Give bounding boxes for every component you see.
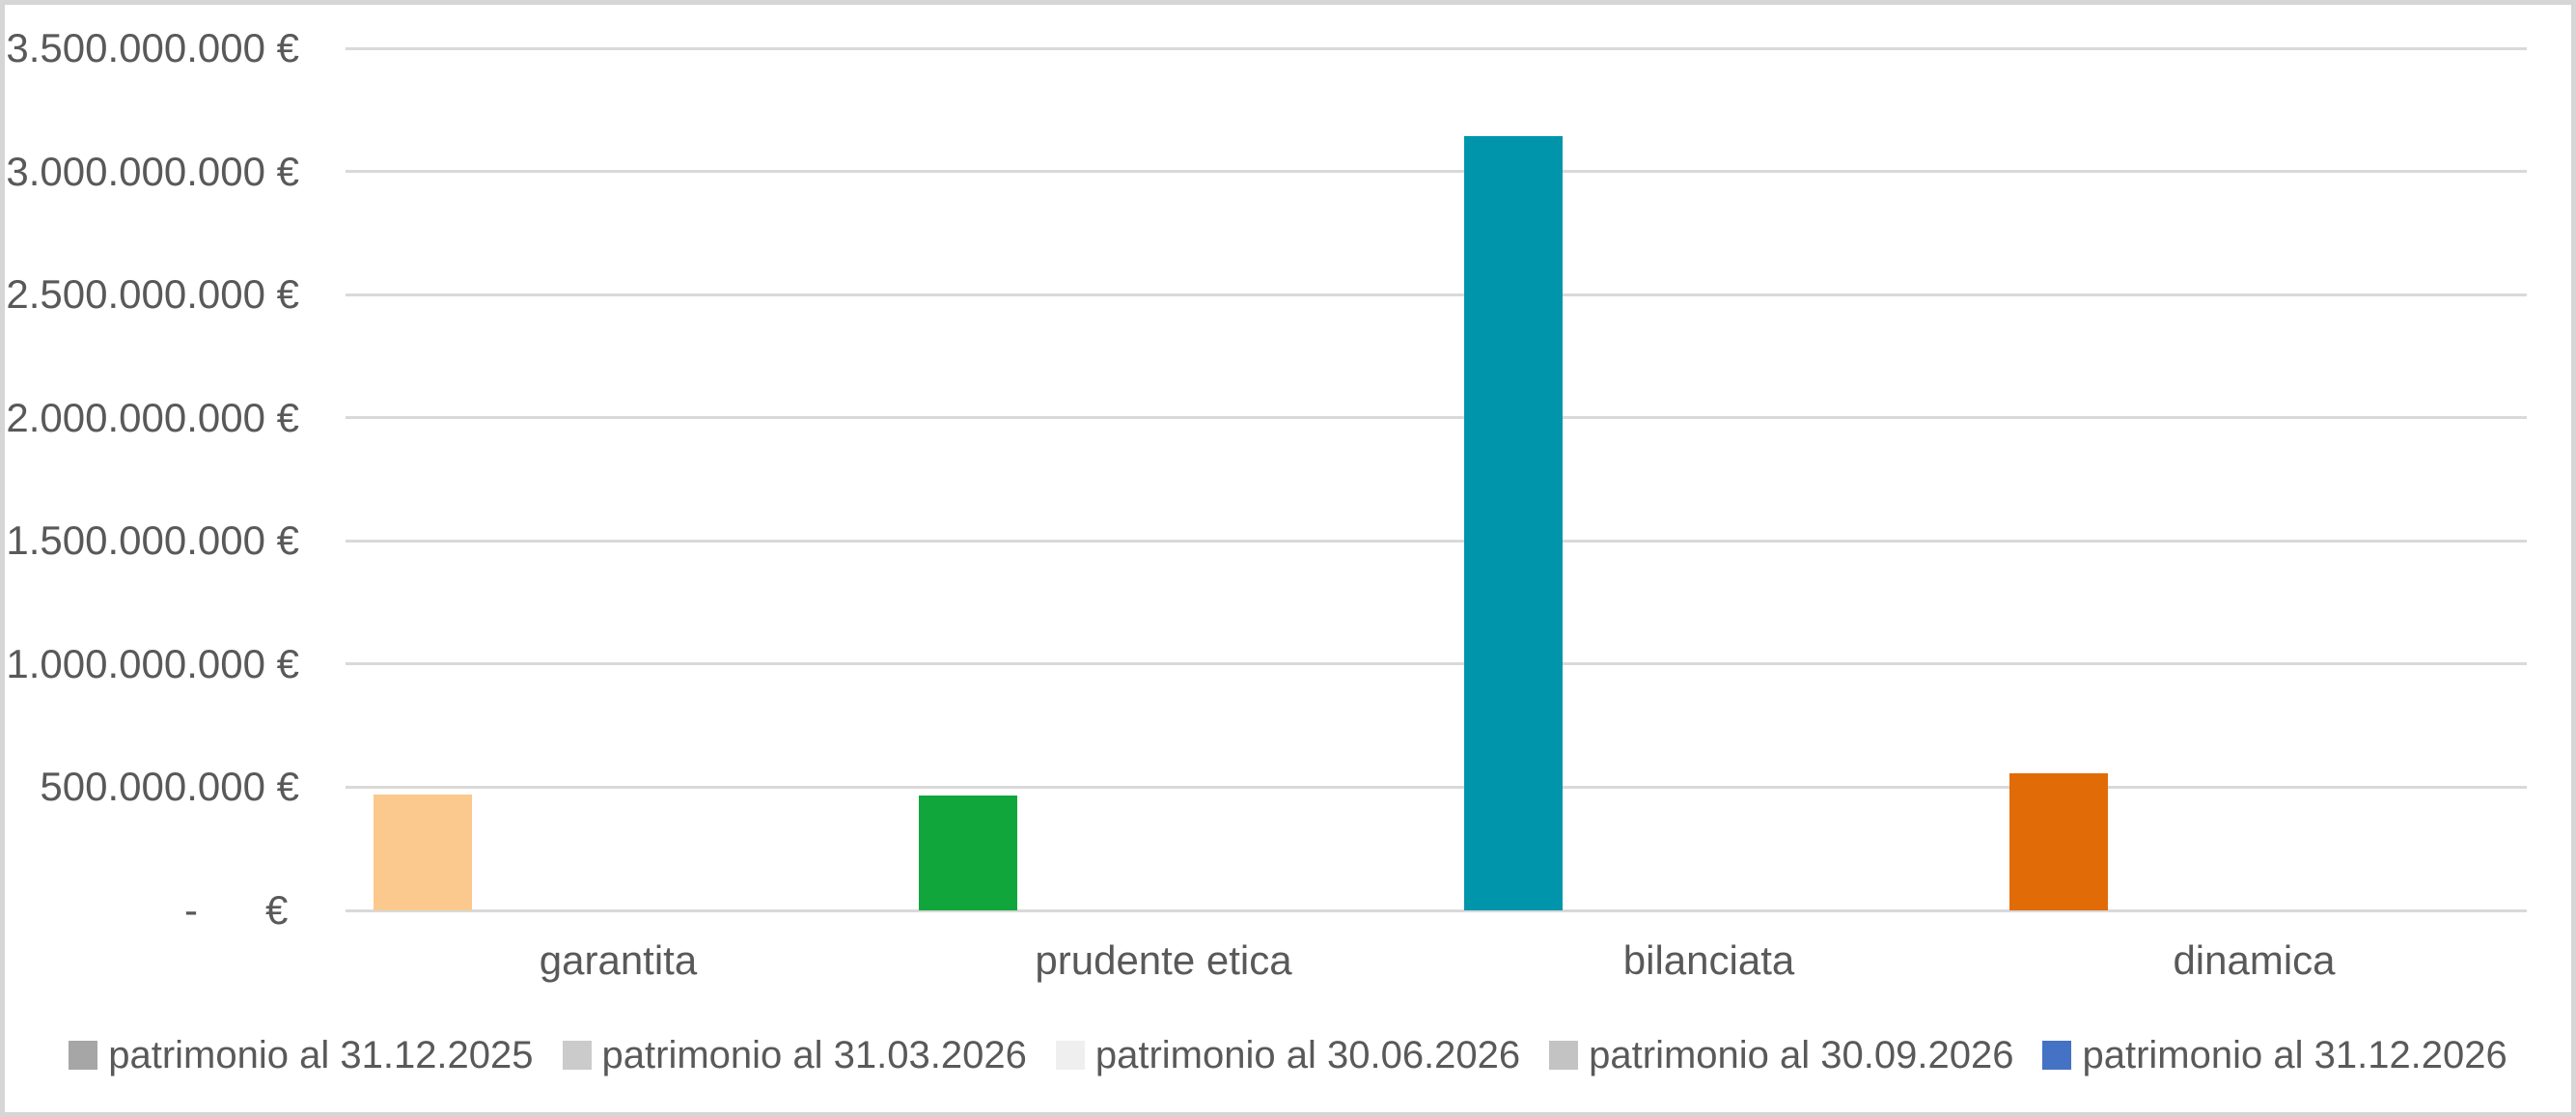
legend-item[interactable]: patrimonio al 31.03.2026: [562, 1033, 1027, 1077]
x-axis-category-label: garantita: [539, 937, 698, 983]
legend-marker-icon: [2042, 1041, 2072, 1070]
gridline: [346, 170, 2527, 174]
gridline: [346, 46, 2527, 50]
legend-marker-icon: [1055, 1041, 1085, 1070]
legend-item[interactable]: patrimonio al 30.09.2026: [1549, 1034, 2013, 1077]
legend-label: patrimonio al 31.12.2025: [108, 1033, 534, 1076]
x-axis-category-label: prudente etica: [1035, 937, 1292, 983]
legend-label: patrimonio al 30.09.2026: [1589, 1033, 2014, 1076]
bar-dinamica[interactable]: [2009, 773, 2108, 910]
legend-item[interactable]: patrimonio al 31.12.2026: [2042, 1034, 2507, 1077]
bar-garantita[interactable]: [374, 795, 472, 910]
gridline: [346, 416, 2527, 420]
legend-item[interactable]: patrimonio al 31.12.2025: [69, 1033, 534, 1077]
y-axis-tick-label: 1.500.000.000 €: [6, 517, 299, 564]
legend-marker-icon: [562, 1041, 592, 1070]
gridline: [346, 539, 2527, 543]
gridline: [346, 293, 2527, 296]
legend-label: patrimonio al 30.06.2026: [1094, 1033, 1521, 1076]
legend-label: patrimonio al 31.03.2026: [601, 1033, 1027, 1076]
x-axis-category-label: dinamica: [2173, 937, 2336, 983]
legend-label: patrimonio al 31.12.2026: [2082, 1033, 2507, 1076]
y-axis-tick-label: 3.500.000.000 €: [6, 24, 299, 70]
y-axis-tick-label: 3.000.000.000 €: [6, 148, 299, 194]
plot-area: [346, 46, 2527, 912]
y-axis-tick-label: 500.000.000 €: [40, 764, 299, 810]
baseline-gridline: [346, 908, 2527, 912]
bar-bilanciata[interactable]: [1464, 135, 1563, 910]
gridline: [346, 662, 2527, 666]
y-axis-tick-label: - €: [183, 886, 299, 933]
legend-item[interactable]: patrimonio al 30.06.2026: [1055, 1033, 1521, 1077]
legend: patrimonio al 31.12.2025 patrimonio al 31…: [5, 1017, 2571, 1094]
gridline: [346, 785, 2527, 789]
y-axis-tick-label: 2.500.000.000 €: [6, 271, 299, 318]
y-axis-tick-label: 1.000.000.000 €: [6, 640, 299, 686]
x-axis-category-label: bilanciata: [1622, 937, 1795, 983]
legend-marker-icon: [69, 1041, 98, 1070]
y-axis-tick-label: 2.000.000.000 €: [6, 394, 299, 440]
bar-prudente-etica[interactable]: [919, 796, 1017, 910]
legend-marker-icon: [1549, 1041, 1579, 1070]
